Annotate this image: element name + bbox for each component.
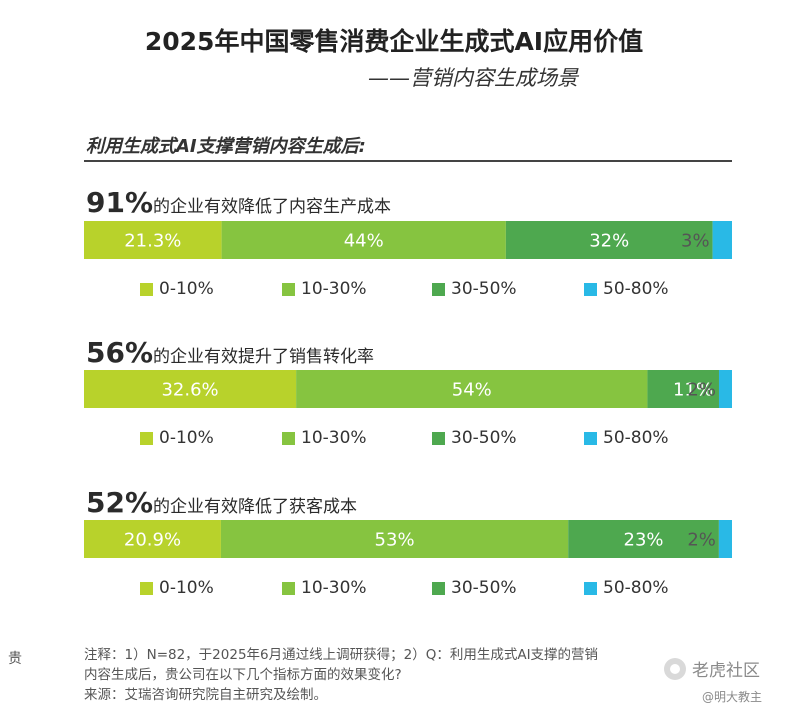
legend-label: 10-30%	[301, 279, 367, 299]
bar-segment-0-10%	[84, 370, 297, 408]
legend-swatch	[282, 581, 295, 595]
legend-label: 50-80%	[603, 578, 669, 598]
legend-swatch	[584, 581, 597, 595]
legend-label: 10-30%	[301, 578, 367, 598]
data-label-10-30%: 44%	[344, 231, 384, 252]
legend-item: 0-10%	[140, 578, 214, 598]
legend-item: 10-30%	[282, 578, 367, 598]
intro-underline	[84, 160, 732, 162]
legend-swatch	[432, 431, 445, 445]
legend-label: 0-10%	[159, 279, 214, 299]
handle-watermark: @明大教主	[702, 690, 763, 704]
footer-notes: 注释：1）N=82，于2025年6月通过线上调研获得；2）Q：利用生成式AI支撑…	[84, 645, 684, 705]
data-label-50-80%: 2%	[687, 530, 716, 551]
legend-swatch	[282, 431, 295, 445]
headline-2-text: 的企业有效提升了销售转化率	[153, 347, 375, 367]
legend-label: 30-50%	[451, 279, 517, 299]
headline-3-pct: 52%	[86, 486, 154, 519]
legend-swatch	[584, 282, 597, 296]
legend-swatch	[140, 581, 153, 595]
data-label-50-80%: 3%	[681, 231, 710, 252]
brand-watermark-text: 老虎社区	[692, 661, 760, 681]
legend-label: 30-50%	[451, 578, 517, 598]
bar-segment-10-30%	[220, 520, 569, 558]
data-label-30-50%: 23%	[624, 530, 664, 551]
bar-segment-10-30%	[221, 221, 506, 259]
bar-segment-50-80%	[718, 370, 732, 408]
data-label-0-10%: 21.3%	[124, 231, 181, 252]
stacked-bar-3: 20.9% 53% 23% 2%	[84, 520, 732, 558]
legend-item: 50-80%	[584, 578, 669, 598]
legend-2: 0-10% 10-30% 30-50% 50-80%	[0, 428, 788, 450]
bar-segment-0-10%	[84, 520, 221, 558]
legend-label: 0-10%	[159, 578, 214, 598]
bar-segment-30-50%	[647, 370, 719, 408]
legend-label: 10-30%	[301, 428, 367, 448]
headline-3: 52%的企业有效降低了获客成本	[86, 486, 357, 519]
legend-swatch	[432, 581, 445, 595]
legend-item: 50-80%	[584, 428, 669, 448]
legend-item: 0-10%	[140, 428, 214, 448]
note-line-1: 注释：1）N=82，于2025年6月通过线上调研获得；2）Q：利用生成式AI支撑…	[84, 647, 599, 663]
chart-subtitle: ——营销内容生成场景	[368, 66, 578, 90]
headline-1-text: 的企业有效降低了内容生产成本	[153, 197, 392, 217]
legend-label: 50-80%	[603, 279, 669, 299]
bar-segment-50-80%	[718, 520, 732, 558]
legend-item: 30-50%	[432, 578, 517, 598]
legend-item: 10-30%	[282, 428, 367, 448]
legend-swatch	[432, 282, 445, 296]
data-label-30-50%: 11%	[673, 380, 713, 401]
footer-left-char: 贵	[8, 651, 22, 667]
bar-segment-30-50%	[568, 520, 719, 558]
data-label-10-30%: 53%	[375, 530, 415, 551]
legend-swatch	[140, 431, 153, 445]
legend-swatch	[282, 282, 295, 296]
headline-3-text: 的企业有效降低了获客成本	[153, 497, 358, 517]
data-label-0-10%: 32.6%	[161, 380, 218, 401]
brand-watermark: 老虎社区	[664, 656, 760, 681]
legend-item: 10-30%	[282, 279, 367, 299]
legend-item: 50-80%	[584, 279, 669, 299]
source-line: 来源：艾瑞咨询研究院自主研究及绘制。	[84, 687, 327, 703]
legend-label: 50-80%	[603, 428, 669, 448]
bar-segment-30-50%	[505, 221, 713, 259]
headline-1: 91%的企业有效降低了内容生产成本	[86, 186, 391, 219]
legend-3: 0-10% 10-30% 30-50% 50-80%	[0, 578, 788, 600]
legend-item: 30-50%	[432, 428, 517, 448]
bar-segment-0-10%	[84, 221, 222, 259]
data-label-0-10%: 20.9%	[124, 530, 181, 551]
legend-item: 30-50%	[432, 279, 517, 299]
legend-swatch	[584, 431, 597, 445]
stacked-bar-2: 32.6% 54% 11%2%	[84, 370, 732, 408]
data-label-30-50%: 32%	[589, 231, 629, 252]
chart-title: 2025年中国零售消费企业生成式AI应用价值	[144, 27, 644, 56]
headline-2: 56%的企业有效提升了销售转化率	[86, 336, 374, 369]
bar-segment-10-30%	[296, 370, 648, 408]
legend-1: 0-10% 10-30% 30-50% 50-80%	[0, 279, 788, 301]
headline-2-pct: 56%	[86, 336, 154, 369]
legend-label: 0-10%	[159, 428, 214, 448]
data-label-50-80%: 2%	[687, 380, 716, 401]
stacked-bar-1: 21.3% 44% 32% 3%	[84, 221, 732, 259]
legend-label: 30-50%	[451, 428, 517, 448]
intro-text: 利用生成式AI支撑营销内容生成后:	[86, 136, 366, 157]
legend-swatch	[140, 282, 153, 296]
note-line-2: 内容生成后，贵公司在以下几个指标方面的效果变化?	[84, 667, 402, 683]
brand-logo-icon	[664, 657, 686, 680]
data-label-10-30%: 54%	[452, 380, 492, 401]
headline-1-pct: 91%	[86, 186, 154, 219]
legend-item: 0-10%	[140, 279, 214, 299]
bar-segment-50-80%	[712, 221, 732, 259]
